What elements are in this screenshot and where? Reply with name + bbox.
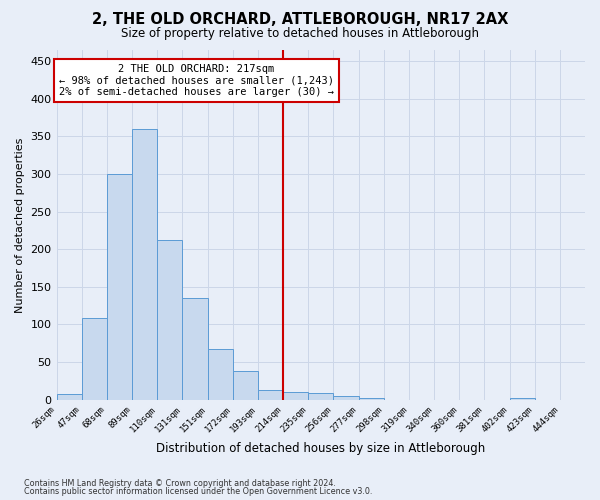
- Text: 2 THE OLD ORCHARD: 217sqm
← 98% of detached houses are smaller (1,243)
2% of sem: 2 THE OLD ORCHARD: 217sqm ← 98% of detac…: [59, 64, 334, 97]
- Bar: [56, 394, 82, 400]
- Bar: [283, 392, 308, 400]
- Bar: [334, 396, 359, 400]
- Text: 2, THE OLD ORCHARD, ATTLEBOROUGH, NR17 2AX: 2, THE OLD ORCHARD, ATTLEBOROUGH, NR17 2…: [92, 12, 508, 28]
- X-axis label: Distribution of detached houses by size in Attleborough: Distribution of detached houses by size …: [156, 442, 485, 455]
- Y-axis label: Number of detached properties: Number of detached properties: [15, 137, 25, 312]
- Bar: [233, 371, 258, 400]
- Bar: [208, 348, 233, 400]
- Bar: [182, 298, 208, 400]
- Bar: [359, 398, 383, 400]
- Bar: [308, 393, 334, 400]
- Bar: [132, 129, 157, 400]
- Text: Contains HM Land Registry data © Crown copyright and database right 2024.: Contains HM Land Registry data © Crown c…: [24, 478, 336, 488]
- Bar: [157, 240, 182, 400]
- Text: Size of property relative to detached houses in Attleborough: Size of property relative to detached ho…: [121, 28, 479, 40]
- Bar: [107, 174, 132, 400]
- Bar: [258, 390, 283, 400]
- Bar: [509, 398, 535, 400]
- Text: Contains public sector information licensed under the Open Government Licence v3: Contains public sector information licen…: [24, 487, 373, 496]
- Bar: [82, 318, 107, 400]
